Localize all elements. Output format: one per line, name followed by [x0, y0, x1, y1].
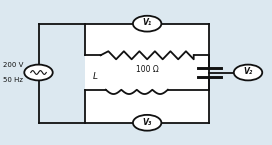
Text: L: L [93, 72, 98, 81]
Text: V₃: V₃ [143, 118, 152, 127]
Circle shape [234, 65, 262, 80]
Circle shape [133, 16, 161, 32]
Circle shape [133, 115, 161, 131]
Circle shape [24, 65, 53, 80]
Text: V₁: V₁ [143, 18, 152, 27]
FancyBboxPatch shape [85, 24, 209, 123]
Text: 50 Hz: 50 Hz [3, 77, 23, 83]
Text: 200 V: 200 V [3, 62, 23, 68]
Text: 100 Ω: 100 Ω [136, 65, 159, 74]
Text: V₂: V₂ [243, 67, 253, 76]
